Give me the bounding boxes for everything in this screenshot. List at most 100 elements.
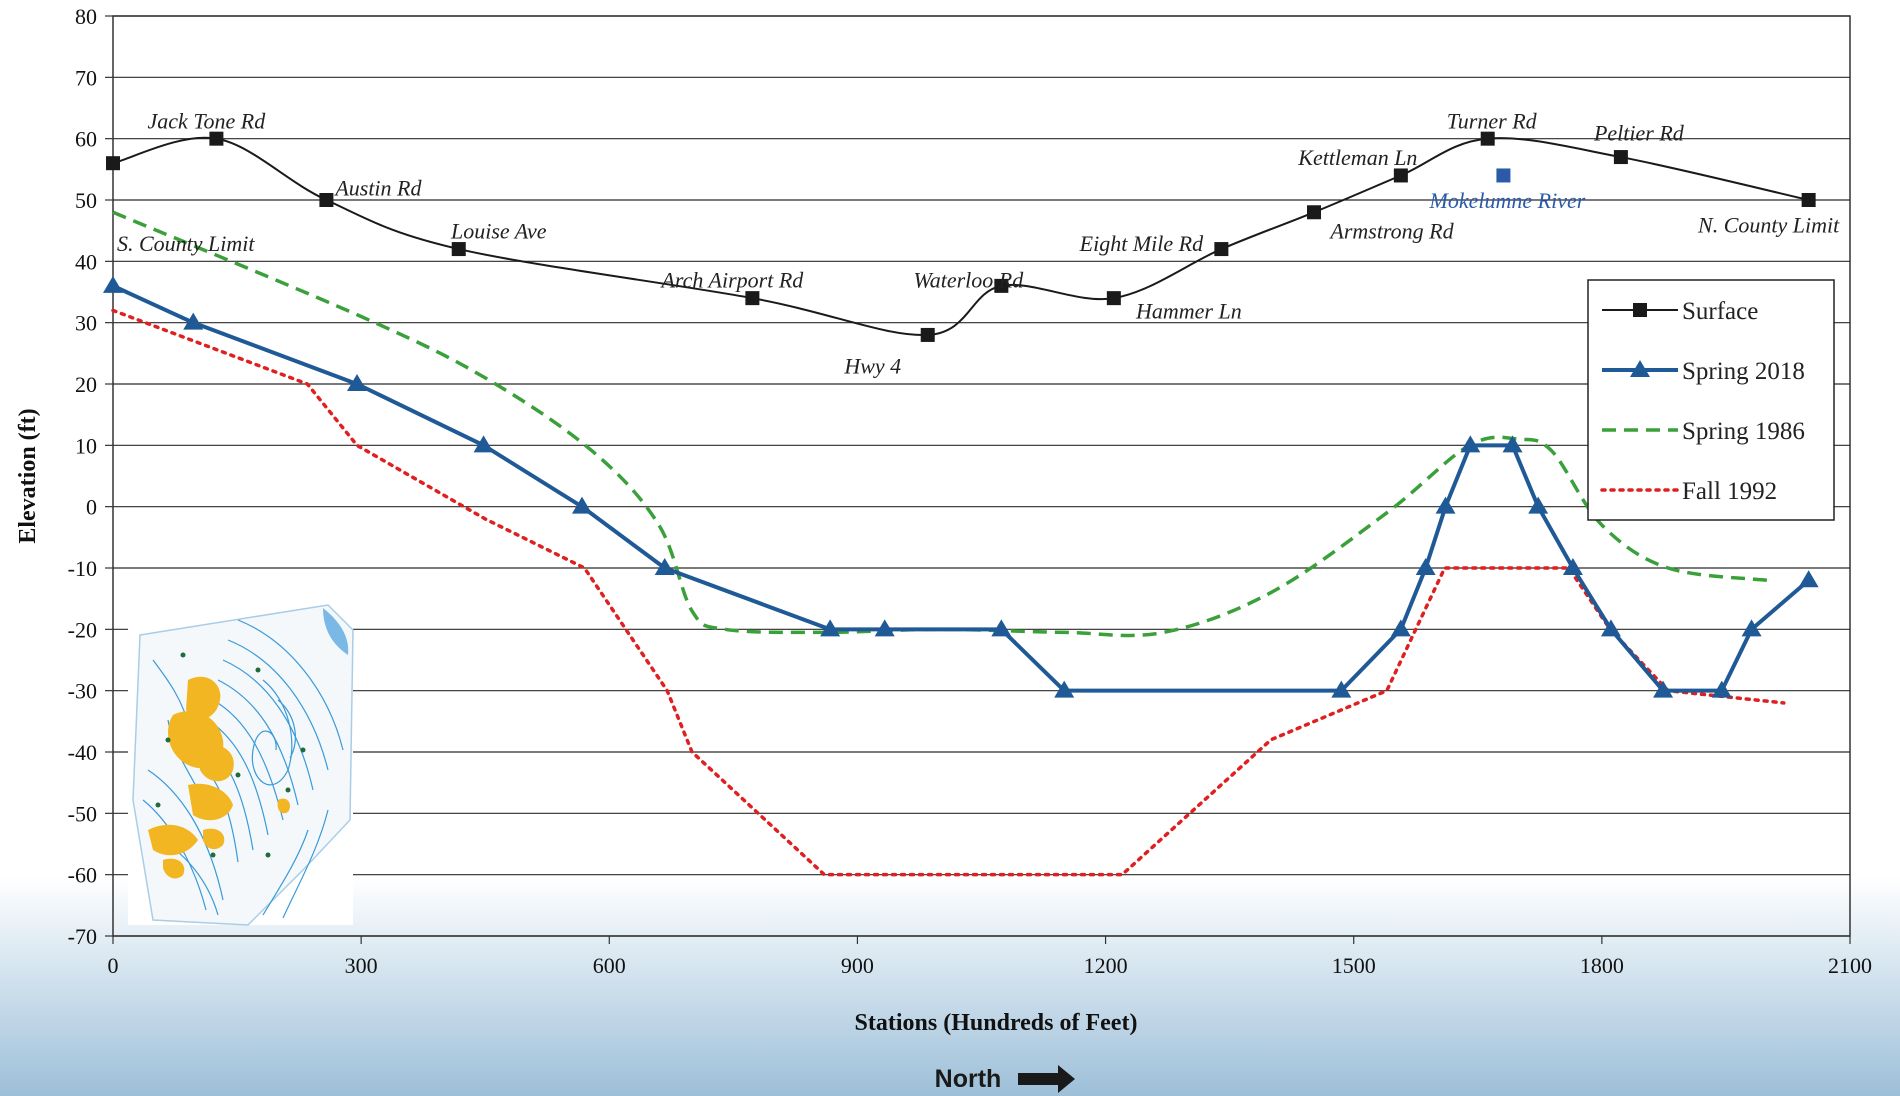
spring-2018-point bbox=[1435, 496, 1456, 514]
series-line-spring-2018 bbox=[112, 284, 1810, 693]
surface-point bbox=[920, 327, 935, 342]
x-axis-ticks: 0 300 600 900 1200 1500 1800 2100 bbox=[108, 936, 1872, 978]
road-label: Mokelumne River bbox=[1429, 188, 1586, 213]
surface-point bbox=[209, 131, 224, 146]
spring-2018-point bbox=[1600, 619, 1621, 637]
legend-label: Spring 2018 bbox=[1682, 358, 1805, 385]
road-label: N. County Limit bbox=[1697, 213, 1840, 238]
road-annotations: S. County Limit Jack Tone Rd Austin Rd Loui… bbox=[117, 108, 1840, 378]
y-axis-title: Elevation (ft) bbox=[15, 408, 41, 543]
y-tick-label: 60 bbox=[75, 127, 97, 152]
chart-legend: Surface Spring 2018 Spring 1986 Fall 1992 bbox=[1587, 279, 1835, 521]
y-tick-label: 0 bbox=[86, 495, 97, 520]
surface-point bbox=[994, 278, 1009, 293]
chart-gridlines bbox=[113, 15, 1850, 937]
y-tick-label: -10 bbox=[68, 556, 97, 581]
river-marker bbox=[1496, 168, 1511, 183]
surface-point bbox=[1613, 150, 1628, 165]
spring-2018-point bbox=[991, 619, 1012, 637]
x-tick-label: 1800 bbox=[1580, 953, 1624, 978]
chart-series bbox=[103, 131, 1819, 877]
legend-box bbox=[1587, 279, 1835, 521]
spring-2018-point bbox=[820, 619, 841, 637]
x-tick-label: 1500 bbox=[1332, 953, 1376, 978]
x-axis-title: Stations (Hundreds of Feet) bbox=[855, 1010, 1138, 1036]
road-label: Turner Rd bbox=[1447, 108, 1538, 133]
legend-marker bbox=[1630, 360, 1650, 377]
y-tick-label: -50 bbox=[68, 801, 97, 826]
spring-2018-point bbox=[654, 558, 675, 575]
road-label: Waterloo Rd bbox=[913, 268, 1024, 293]
x-tick-label: 300 bbox=[345, 953, 378, 978]
y-tick-label: 70 bbox=[75, 65, 97, 90]
series-line-spring-1986 bbox=[112, 210, 1768, 638]
y-tick-label: -60 bbox=[68, 863, 97, 888]
spring-2018-point bbox=[473, 435, 494, 453]
road-label: Austin Rd bbox=[333, 176, 422, 201]
spring-2018-point bbox=[1415, 558, 1436, 575]
x-tick-label: 0 bbox=[108, 953, 119, 978]
legend-marker bbox=[1633, 303, 1647, 317]
road-label: S. County Limit bbox=[117, 231, 255, 256]
plot-frame bbox=[112, 15, 1851, 937]
right-arrow-icon bbox=[1018, 1065, 1075, 1093]
y-tick-label: 20 bbox=[75, 372, 97, 397]
road-label: Jack Tone Rd bbox=[148, 108, 267, 133]
surface-point bbox=[1480, 131, 1495, 146]
north-label: North bbox=[935, 1065, 1002, 1093]
y-tick-label: 30 bbox=[75, 311, 97, 336]
road-label: Kettleman Ln bbox=[1297, 145, 1417, 170]
x-tick-label: 600 bbox=[593, 953, 626, 978]
spring-2018-point bbox=[1711, 680, 1732, 698]
spring-2018-point bbox=[183, 312, 204, 330]
road-label: Louise Ave bbox=[450, 219, 547, 244]
surface-point bbox=[319, 193, 334, 207]
road-label: Arch Airport Rd bbox=[659, 268, 804, 293]
spring-2018-point bbox=[1528, 496, 1549, 514]
y-tick-label: 10 bbox=[75, 433, 97, 458]
surface-point bbox=[451, 242, 466, 257]
spring-2018-point bbox=[1741, 619, 1762, 637]
series-line-fall-1992 bbox=[111, 308, 1786, 877]
spring-2018-point bbox=[571, 496, 592, 514]
legend-label: Fall 1992 bbox=[1682, 478, 1777, 505]
spring-2018-point bbox=[1331, 680, 1352, 698]
surface-point bbox=[745, 291, 760, 306]
spring-2018-point bbox=[1502, 435, 1523, 453]
y-tick-label: -30 bbox=[68, 679, 97, 704]
spring-2018-point bbox=[347, 374, 368, 391]
surface-point bbox=[106, 156, 120, 171]
surface-point bbox=[1106, 291, 1121, 306]
surface-point bbox=[1393, 168, 1408, 183]
spring-2018-point bbox=[1390, 619, 1411, 637]
road-label: Peltier Rd bbox=[1593, 121, 1685, 146]
spring-2018-point bbox=[103, 275, 123, 293]
y-tick-label: -40 bbox=[68, 740, 97, 765]
surface-point bbox=[1307, 205, 1322, 220]
spring-2018-point bbox=[1054, 680, 1075, 698]
y-tick-label: -70 bbox=[68, 924, 97, 949]
groundwater-contour-map-icon bbox=[128, 600, 354, 926]
spring-2018-point bbox=[1653, 680, 1674, 698]
surface-point bbox=[1801, 193, 1816, 207]
x-tick-label: 1200 bbox=[1084, 953, 1128, 978]
legend-label: Spring 1986 bbox=[1682, 418, 1805, 445]
road-label: Eight Mile Rd bbox=[1079, 231, 1204, 256]
road-label: Armstrong Rd bbox=[1328, 219, 1454, 244]
y-tick-label: 50 bbox=[75, 188, 97, 213]
spring-2018-point bbox=[874, 619, 895, 637]
y-tick-label: 40 bbox=[75, 249, 97, 274]
y-tick-label: -20 bbox=[68, 617, 97, 642]
legend-label: Surface bbox=[1682, 298, 1758, 325]
x-tick-label: 900 bbox=[841, 953, 874, 978]
y-tick-label: 80 bbox=[75, 4, 97, 29]
spring-2018-point bbox=[1798, 570, 1819, 588]
x-tick-label: 2100 bbox=[1828, 953, 1872, 978]
spring-2018-point bbox=[1562, 558, 1583, 575]
surface-point bbox=[1214, 242, 1229, 257]
y-axis-ticks: 80 70 60 50 40 30 20 10 0 -10 -20 -30 -40 -50 -60 -70 bbox=[68, 4, 113, 949]
series-line-surface bbox=[112, 136, 1809, 336]
spring-2018-point bbox=[1460, 435, 1481, 453]
road-label: Hwy 4 bbox=[843, 354, 901, 379]
